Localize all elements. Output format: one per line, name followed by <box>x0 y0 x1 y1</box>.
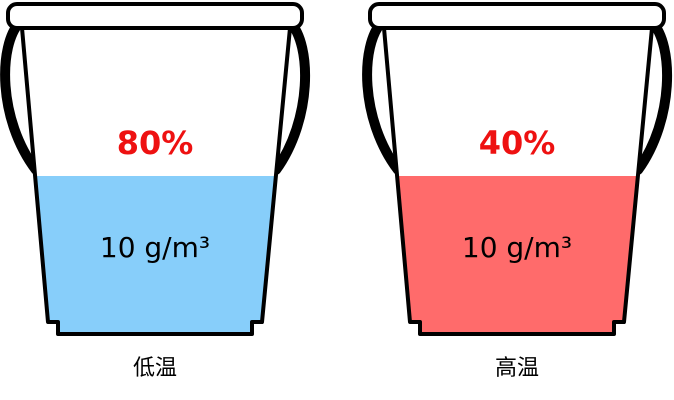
bucket: 80% 10 g/m³ 低温 <box>0 2 311 381</box>
water <box>35 176 277 334</box>
percent: 80% <box>117 124 194 162</box>
content: 10 g/m³ <box>100 231 210 264</box>
percent: 40% <box>479 124 556 162</box>
bucket-label: 低温 <box>133 356 177 381</box>
water <box>397 176 639 334</box>
handle <box>362 17 403 175</box>
bucket-rim <box>368 2 666 30</box>
handle <box>633 17 673 175</box>
bucket-outline <box>20 27 292 336</box>
content: 10 g/m³ <box>462 231 572 264</box>
bucket-rim <box>6 2 304 30</box>
bucket-outline <box>382 27 654 336</box>
bucket: 40% 10 g/m³ 高温 <box>362 2 673 381</box>
handle <box>0 17 41 175</box>
bucket-label: 高温 <box>495 356 539 381</box>
handle <box>271 17 311 175</box>
